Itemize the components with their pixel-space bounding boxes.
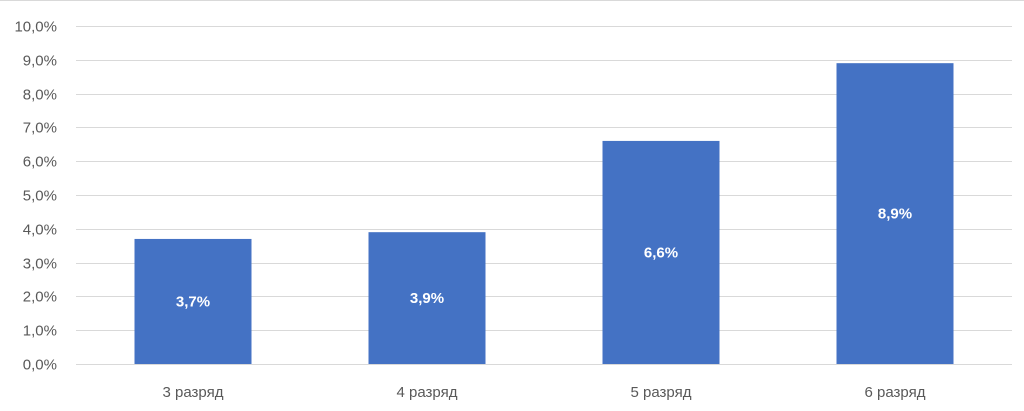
x-category-label: 5 разряд	[631, 384, 692, 401]
y-tick-label: 8,0%	[23, 87, 57, 104]
bars	[134, 63, 954, 365]
data-label: 3,7%	[176, 293, 210, 310]
y-tick-label: 10,0%	[14, 19, 57, 36]
y-tick-label: 3,0%	[23, 256, 57, 273]
x-category-label: 6 разряд	[865, 384, 926, 401]
x-category-label: 4 разряд	[397, 384, 458, 401]
y-axis-tick-labels: 0,0% 1,0% 2,0% 3,0% 4,0% 5,0% 6,0% 7,0% 8,0% 9,0%…	[14, 19, 57, 374]
y-tick-label: 2,0%	[23, 289, 57, 306]
bar	[368, 232, 486, 364]
y-tick-label: 6,0%	[23, 154, 57, 171]
x-category-label: 3 разряд	[163, 384, 224, 401]
data-labels: 3,7% 3,9% 6,6% 8,9%	[176, 206, 912, 311]
bar	[836, 63, 954, 365]
bar	[134, 238, 252, 364]
y-tick-label: 0,0%	[23, 357, 57, 374]
data-label: 3,9%	[410, 290, 444, 307]
data-label: 8,9%	[878, 206, 912, 223]
y-tick-label: 5,0%	[23, 188, 57, 205]
data-label: 6,6%	[644, 244, 678, 261]
y-tick-label: 9,0%	[23, 53, 57, 70]
y-tick-label: 4,0%	[23, 222, 57, 239]
y-tick-label: 1,0%	[23, 323, 57, 340]
y-tick-label: 7,0%	[23, 120, 57, 137]
bar	[602, 140, 720, 364]
x-axis-category-labels: 3 разряд 4 разряд 5 разряд 6 разряд	[163, 384, 926, 401]
